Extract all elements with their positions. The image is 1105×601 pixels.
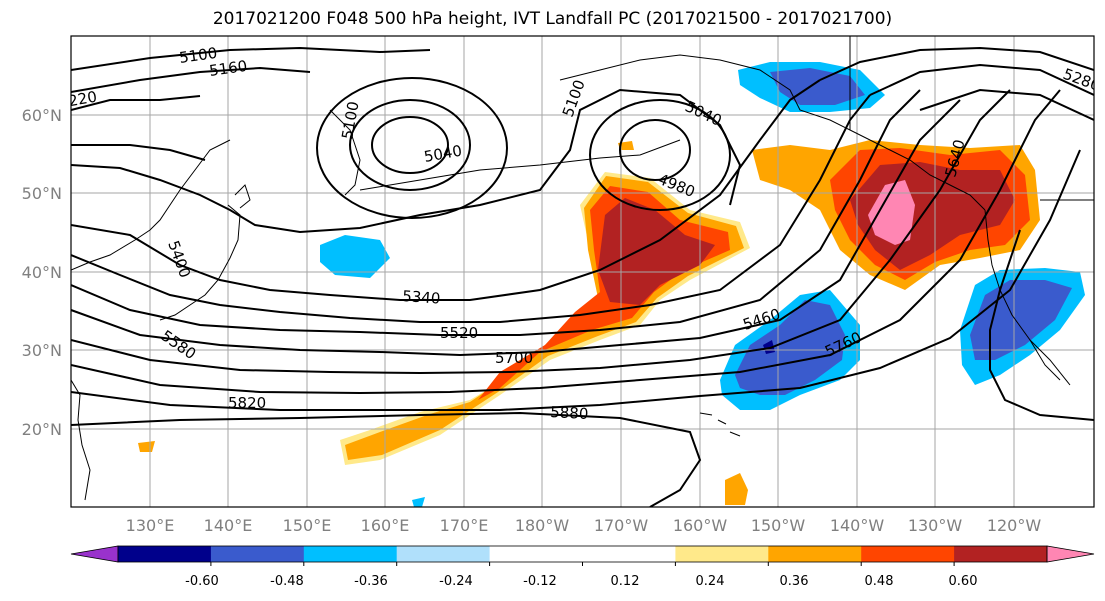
contour-label: 5700 — [495, 349, 533, 367]
colorbar-tick-label: 0.48 — [865, 574, 894, 589]
lon-label: 170°E — [440, 516, 489, 535]
lon-label: 120°W — [987, 516, 1042, 535]
lat-label: 60°N — [22, 106, 62, 125]
contour-label: 5160 — [208, 57, 248, 80]
height-contours — [71, 46, 1094, 507]
contour-label: 5520 — [440, 324, 478, 342]
lon-label: 130°E — [126, 516, 175, 535]
contour-label: 5100 — [178, 44, 218, 67]
ivt-neg-central-blue — [735, 300, 845, 395]
colorbar-extend-low — [70, 545, 119, 563]
colorbar-extend-high — [1046, 545, 1095, 563]
ivt-neg-gulf-blue — [770, 68, 865, 105]
lon-label: 180°W — [515, 516, 570, 535]
ivt-spot-small-3 — [618, 141, 634, 150]
coast-hawaii — [699, 412, 741, 437]
colorbar-cells — [70, 545, 1095, 566]
colorbar-cell — [489, 546, 583, 562]
coastlines — [71, 36, 1094, 501]
colorbar-tick-label: 0.36 — [780, 574, 809, 589]
colorbar-cell — [303, 546, 398, 562]
ivt-neg-west — [320, 235, 390, 278]
colorbar-cell — [768, 546, 862, 562]
lon-label: 160°E — [361, 516, 410, 535]
colorbar-tick-label: -0.48 — [270, 574, 304, 589]
colorbar-tick-label: -0.12 — [523, 574, 557, 589]
contour-label: 5820 — [228, 394, 266, 412]
coast-hokkaido — [234, 184, 251, 209]
ivt-neg-small — [412, 497, 425, 507]
ivt-plume-central-darkred — [598, 198, 715, 305]
colorbar-cell — [118, 546, 212, 562]
ivt-spot-small-1 — [725, 473, 748, 505]
lat-label: 40°N — [22, 263, 62, 282]
colorbar-ticks: -0.60 -0.48 -0.36 -0.24 -0.12 0.12 0.24 … — [185, 574, 977, 589]
map-frame — [70, 35, 1095, 508]
colorbar: -0.60 -0.48 -0.36 -0.24 -0.12 0.12 0.24 … — [70, 545, 1095, 589]
colorbar-cell — [861, 546, 955, 562]
coast-baja — [1029, 339, 1071, 386]
lon-label: 150°E — [283, 516, 332, 535]
lon-label: 150°W — [751, 516, 806, 535]
coast-aleutians — [359, 139, 681, 191]
colorbar-tick-label: -0.24 — [439, 574, 473, 589]
lat-label: 20°N — [22, 420, 62, 439]
coast-uswest — [984, 209, 1061, 381]
ivt-plume-east-pink — [868, 180, 915, 245]
longitude-labels: 130°E 140°E 150°E 160°E 170°E 180°W 170°… — [126, 516, 1042, 535]
coast-alaska — [559, 54, 871, 141]
coast-asia — [71, 139, 231, 271]
border-canada-us — [849, 36, 1094, 201]
colorbar-tick-label: 0.24 — [696, 574, 725, 589]
colorbar-cell — [954, 546, 1048, 562]
ivt-spot-small-2 — [138, 441, 155, 452]
colorbar-tick-label: -0.36 — [354, 574, 388, 589]
contour-label: 5340 — [402, 287, 441, 308]
colorbar-cell — [210, 546, 305, 562]
lon-label: 140°E — [204, 516, 253, 535]
lon-label: 170°W — [594, 516, 649, 535]
lat-label: 50°N — [22, 184, 62, 203]
lon-label: 130°W — [908, 516, 963, 535]
colorbar-tick-label: -0.60 — [185, 574, 219, 589]
coast-kamchatka — [329, 109, 361, 196]
coast-canada — [869, 139, 986, 211]
lon-label: 160°W — [673, 516, 728, 535]
colorbar-tick-label: 0.12 — [611, 574, 640, 589]
lat-label: 30°N — [22, 341, 62, 360]
contour-label: 5880 — [550, 403, 589, 423]
colorbar-cell — [582, 546, 676, 562]
contour-labels: 5100 5160 5220 5100 5040 5100 5040 4980 … — [71, 44, 1094, 423]
ivt-neg-coast-blue — [970, 280, 1072, 360]
lon-label: 140°W — [830, 516, 885, 535]
colorbar-cell — [675, 546, 769, 562]
colorbar-cell — [396, 546, 491, 562]
colorbar-tick-label: 0.60 — [949, 574, 978, 589]
chart-title: 2017021200 F048 500 hPa height, IVT Land… — [212, 9, 893, 29]
latitude-labels: 60°N 50°N 40°N 30°N 20°N — [22, 106, 62, 439]
